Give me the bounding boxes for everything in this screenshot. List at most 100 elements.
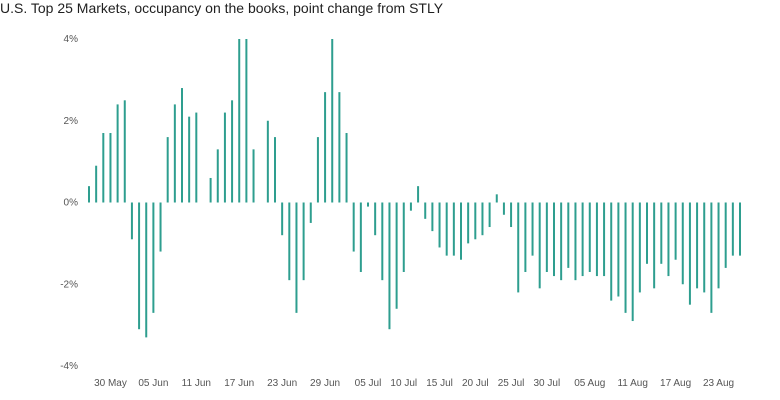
bar — [517, 202, 520, 293]
bar — [281, 202, 284, 236]
bar — [123, 100, 126, 203]
bar — [631, 202, 634, 322]
bar — [574, 202, 577, 281]
x-tick-label: 11 Jun — [182, 378, 211, 389]
bar — [402, 202, 405, 272]
bar — [724, 202, 727, 268]
bar — [510, 202, 513, 228]
y-tick-label: 4% — [64, 34, 79, 45]
bar — [173, 104, 176, 203]
bar — [538, 202, 541, 289]
bar — [352, 202, 355, 252]
bar — [138, 202, 141, 330]
x-tick-label: 25 Jul — [498, 378, 525, 389]
bar — [524, 202, 527, 272]
bar — [567, 202, 570, 268]
bar — [739, 202, 741, 256]
bar — [145, 202, 148, 338]
bar — [696, 202, 699, 289]
bar — [495, 194, 498, 203]
bar — [288, 202, 291, 281]
bar — [703, 202, 706, 293]
x-tick-label: 17 Jun — [224, 378, 254, 389]
bar — [474, 202, 477, 240]
x-tick-label: 10 Jul — [390, 378, 417, 389]
bar — [109, 133, 112, 203]
bar — [95, 165, 98, 203]
bar — [595, 202, 598, 277]
x-tick-label: 23 Aug — [703, 378, 734, 389]
x-tick-label: 05 Jul — [355, 378, 382, 389]
bar — [624, 202, 627, 313]
bar — [653, 202, 656, 289]
y-axis: 4% 2% 0% -2% -4% — [60, 34, 78, 372]
bar — [417, 186, 420, 203]
bar — [381, 202, 384, 281]
bar — [245, 39, 248, 203]
bar — [688, 202, 691, 305]
x-axis: 30 May 05 Jun 11 Jun 17 Jun 23 Jun 29 Jun 05 J… — [94, 378, 734, 389]
bar — [717, 202, 720, 289]
bar — [159, 202, 162, 252]
bar — [445, 202, 448, 256]
x-tick-label: 30 Jul — [534, 378, 561, 389]
bar — [223, 112, 226, 203]
bar — [302, 202, 305, 281]
bar — [359, 202, 362, 272]
x-tick-label: 30 May — [94, 378, 127, 389]
bar — [374, 202, 377, 236]
bar — [431, 202, 434, 232]
bar — [409, 202, 412, 211]
x-tick-label: 11 Aug — [617, 378, 647, 389]
x-tick-label: 15 Jul — [426, 378, 453, 389]
bar — [367, 202, 369, 207]
bars — [88, 39, 741, 338]
x-tick-label: 05 Jun — [138, 378, 168, 389]
bar — [617, 202, 620, 297]
bar — [309, 202, 312, 223]
bar — [274, 137, 276, 203]
bar — [88, 186, 90, 203]
bar — [710, 202, 713, 313]
x-tick-label: 20 Jul — [462, 378, 489, 389]
bar — [502, 202, 505, 215]
bar — [545, 202, 548, 272]
bar — [152, 202, 155, 313]
bar — [674, 202, 677, 260]
x-tick-label: 23 Jun — [267, 378, 297, 389]
bar — [181, 88, 183, 203]
bar — [660, 202, 663, 264]
x-tick-label: 17 Aug — [660, 378, 691, 389]
bar — [603, 202, 606, 277]
bar — [553, 202, 555, 277]
y-tick-label: 0% — [64, 198, 79, 209]
bar — [452, 202, 455, 256]
y-tick-label: -4% — [60, 361, 78, 372]
bar — [324, 92, 327, 203]
bar — [209, 177, 212, 203]
bar — [338, 92, 341, 203]
bar — [488, 202, 491, 228]
bar — [560, 202, 563, 281]
bar — [238, 39, 241, 203]
bar — [531, 202, 534, 256]
chart-title: U.S. Top 25 Markets, occupancy on the bo… — [0, 0, 444, 16]
bar — [345, 133, 348, 203]
bar — [130, 202, 133, 240]
bar — [195, 112, 198, 203]
y-tick-label: -2% — [60, 279, 78, 290]
bar — [252, 149, 255, 203]
bar — [395, 202, 398, 309]
bar — [331, 39, 334, 203]
y-tick-label: 2% — [64, 116, 79, 127]
bar — [581, 202, 584, 277]
bar — [266, 120, 269, 203]
bar — [638, 202, 641, 293]
bar — [610, 202, 613, 301]
bar — [588, 202, 591, 272]
bar — [216, 149, 219, 203]
bar — [481, 202, 484, 236]
bar — [166, 137, 169, 203]
bar — [388, 202, 391, 330]
